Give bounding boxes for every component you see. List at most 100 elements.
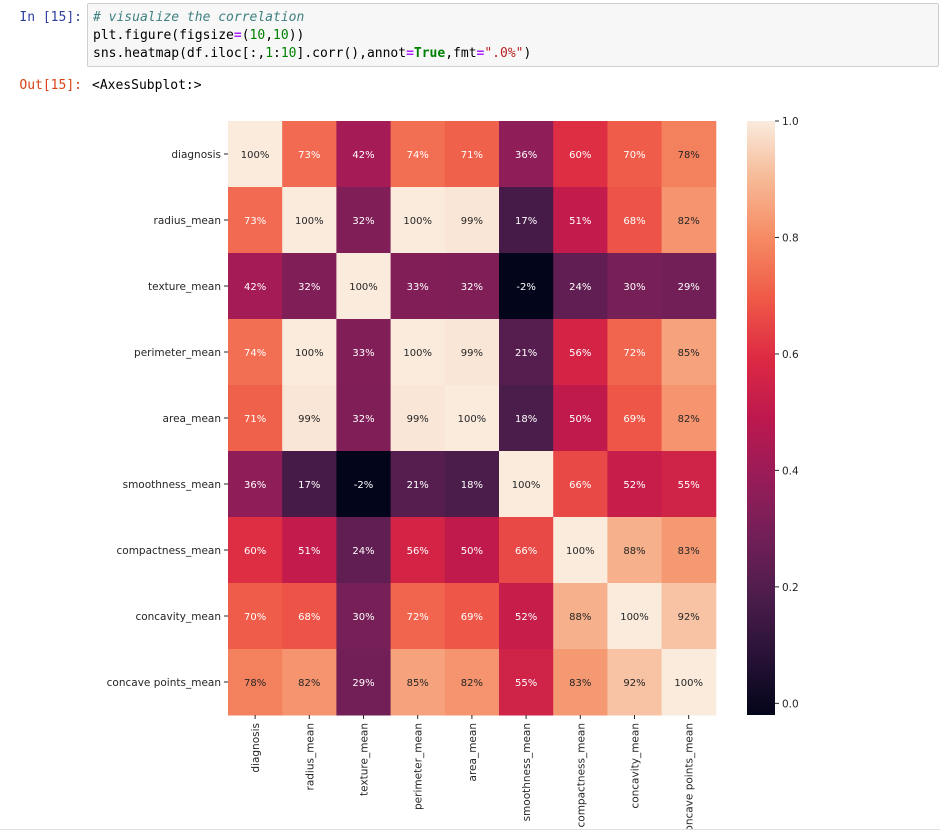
code-token: , bbox=[265, 28, 274, 43]
heatmap-cell bbox=[336, 649, 392, 716]
colorbar-tick-label: 0.0 bbox=[782, 698, 799, 710]
x-tick-label: diagnosis bbox=[250, 723, 262, 773]
heatmap-cell bbox=[499, 319, 554, 386]
code-cell[interactable]: # visualize the correlation plt.figure(f… bbox=[87, 3, 939, 67]
heatmap-cell bbox=[336, 517, 392, 584]
heatmap-cell bbox=[661, 385, 717, 452]
cell-annotation: 78% bbox=[244, 678, 266, 689]
heatmap-cell bbox=[444, 451, 500, 518]
heatmap-cell bbox=[444, 319, 500, 386]
code-line-3: sns.heatmap(df.iloc[:,1:10].corr(),annot… bbox=[93, 46, 531, 61]
cell-annotation: 29% bbox=[678, 282, 700, 293]
heatmap-cell bbox=[661, 253, 717, 320]
code-token: = bbox=[233, 28, 242, 43]
code-token: sns.heatmap(df.iloc[:, bbox=[93, 46, 266, 61]
cell-annotation: 33% bbox=[407, 282, 429, 293]
heatmap-cell bbox=[661, 121, 717, 188]
heatmap-cell bbox=[390, 319, 446, 386]
heatmap-cell bbox=[228, 253, 283, 320]
code-token: 10 bbox=[273, 28, 289, 43]
y-tick-label: concave points_mean bbox=[107, 677, 221, 689]
cell-annotation: 73% bbox=[244, 216, 266, 227]
cell-annotation: 32% bbox=[352, 414, 374, 425]
output-text: <AxesSubplot:> bbox=[92, 78, 202, 93]
heatmap-cell bbox=[390, 385, 446, 452]
heatmap-cell bbox=[390, 253, 446, 320]
heatmap-cell bbox=[553, 451, 608, 518]
heatmap-cell bbox=[444, 385, 500, 452]
cell-annotation: 72% bbox=[407, 612, 429, 623]
heatmap-cell bbox=[661, 583, 717, 650]
heatmap-cell bbox=[607, 187, 663, 254]
cell-annotation: 83% bbox=[569, 678, 591, 689]
cell-annotation: 74% bbox=[407, 150, 429, 161]
heatmap-cell bbox=[336, 319, 392, 386]
heatmap-cell bbox=[607, 121, 663, 188]
cell-annotation: 71% bbox=[461, 150, 483, 161]
x-tick-label: radius_mean bbox=[304, 723, 316, 791]
cell-annotation: 69% bbox=[623, 414, 645, 425]
cell-annotation: 85% bbox=[678, 348, 700, 359]
cell-annotation: 33% bbox=[352, 348, 374, 359]
heatmap-cell bbox=[228, 187, 283, 254]
cell-annotation: 73% bbox=[298, 150, 320, 161]
heatmap-cell bbox=[390, 517, 446, 584]
heatmap-cell bbox=[282, 451, 337, 518]
cell-annotation: -2% bbox=[354, 480, 373, 491]
heatmap-cell bbox=[661, 517, 717, 584]
x-tick-label: compactness_mean bbox=[575, 723, 587, 828]
y-tick-label: diagnosis bbox=[171, 149, 221, 161]
code-token: : bbox=[273, 46, 281, 61]
cell-annotation: 72% bbox=[623, 348, 645, 359]
y-tick-label: compactness_mean bbox=[117, 545, 222, 557]
cell-annotation: 70% bbox=[244, 612, 266, 623]
cell-annotation: 24% bbox=[569, 282, 591, 293]
heatmap-cell bbox=[444, 517, 500, 584]
y-tick-label: texture_mean bbox=[148, 281, 221, 293]
cell-annotation: 100% bbox=[403, 348, 432, 359]
heatmap-cell bbox=[499, 649, 554, 716]
heatmap-cell bbox=[336, 253, 392, 320]
cell-annotation: 100% bbox=[458, 414, 487, 425]
heatmap-cell bbox=[607, 451, 663, 518]
code-token: 10 bbox=[249, 28, 266, 43]
colorbar-tick-label: 0.8 bbox=[782, 232, 799, 244]
x-tick-label: concavity_mean bbox=[630, 723, 642, 809]
cell-annotation: 100% bbox=[674, 678, 703, 689]
heatmap-cell bbox=[282, 385, 337, 452]
cell-annotation: 88% bbox=[569, 612, 591, 623]
heatmap-cell bbox=[444, 187, 500, 254]
cell-annotation: 56% bbox=[569, 348, 591, 359]
cell-annotation: 30% bbox=[352, 612, 374, 623]
cell-annotation: 51% bbox=[569, 216, 591, 227]
heatmap-cell bbox=[607, 517, 663, 584]
heatmap-cell bbox=[444, 121, 500, 188]
code-token: ].corr(),annot bbox=[296, 46, 407, 61]
heatmap-cell bbox=[228, 121, 283, 188]
heatmap-cell bbox=[444, 253, 500, 320]
code-token: = bbox=[476, 46, 485, 61]
cell-annotation: 83% bbox=[678, 546, 700, 557]
y-tick-label: area_mean bbox=[163, 413, 221, 425]
cell-annotation: 78% bbox=[678, 150, 700, 161]
heatmap-cell bbox=[499, 583, 554, 650]
heatmap-cell bbox=[553, 253, 608, 320]
heatmap-cell bbox=[228, 649, 283, 716]
heatmap-cell bbox=[282, 253, 337, 320]
cell-annotation: 21% bbox=[407, 480, 429, 491]
heatmap-cell bbox=[553, 583, 608, 650]
heatmap-cell bbox=[661, 187, 717, 254]
cell-annotation: 100% bbox=[241, 150, 270, 161]
colorbar-tick-label: 0.4 bbox=[782, 465, 799, 477]
x-tick-label: perimeter_mean bbox=[413, 723, 425, 810]
x-tick-label: texture_mean bbox=[359, 723, 371, 796]
code-line-1: # visualize the correlation bbox=[93, 10, 304, 25]
cell-annotation: 17% bbox=[298, 480, 320, 491]
heatmap-cell bbox=[553, 319, 608, 386]
input-prompt: In [15]: bbox=[19, 10, 82, 25]
cell-annotation: 32% bbox=[298, 282, 320, 293]
colorbar-tick-label: 0.6 bbox=[782, 349, 799, 361]
code-token: plt.figure(figsize bbox=[93, 28, 234, 43]
y-tick-label: perimeter_mean bbox=[134, 347, 221, 359]
cell-annotation: 29% bbox=[352, 678, 374, 689]
